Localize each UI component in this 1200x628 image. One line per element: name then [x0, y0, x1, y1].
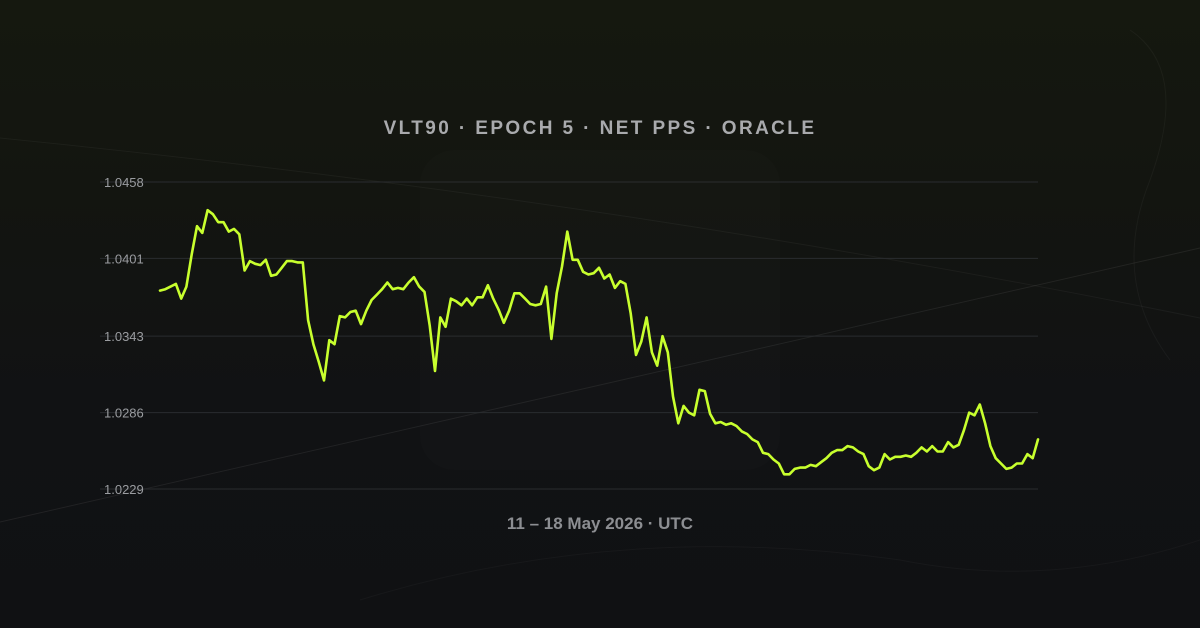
y-tick-label-2: 1.0343 — [104, 329, 144, 344]
decor-line-falling — [0, 137, 1200, 319]
grid-layer — [100, 181, 1038, 490]
y-tick-label-4: 1.0229 — [104, 482, 144, 497]
y-tick-label-0: 1.0458 — [104, 175, 144, 190]
chart-title: VLT90 · EPOCH 5 · NET PPS · ORACLE — [383, 118, 817, 139]
series-line-net-pps — [158, 208, 1040, 476]
decor-line-rising — [0, 247, 1200, 523]
y-axis-labels: 1.0458 1.0401 1.0343 1.0286 1.0229 — [104, 175, 144, 497]
y-tick-label-1: 1.0401 — [104, 251, 144, 266]
decor-curve-right — [1129, 29, 1171, 361]
y-tick-label-3: 1.0286 — [104, 406, 144, 421]
x-axis-caption: 11 – 18 May 2026 · UTC — [506, 514, 694, 533]
